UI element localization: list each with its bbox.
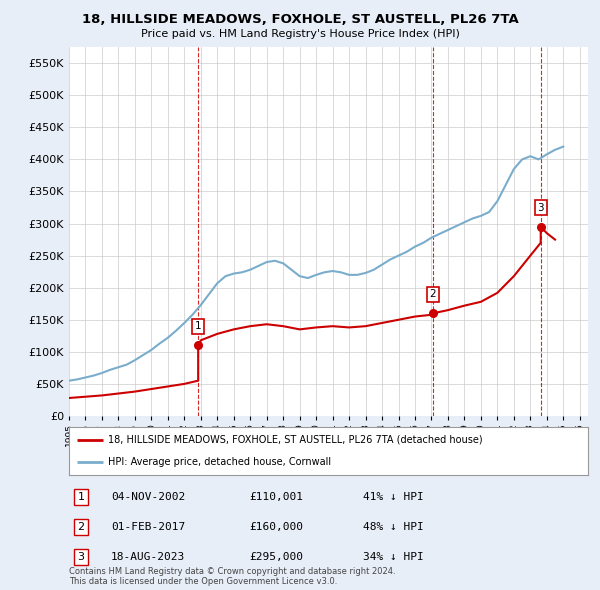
Text: 34% ↓ HPI: 34% ↓ HPI <box>363 552 424 562</box>
Text: £160,000: £160,000 <box>249 522 303 532</box>
Text: 18-AUG-2023: 18-AUG-2023 <box>111 552 185 562</box>
Text: 41% ↓ HPI: 41% ↓ HPI <box>363 492 424 502</box>
Text: 18, HILLSIDE MEADOWS, FOXHOLE, ST AUSTELL, PL26 7TA: 18, HILLSIDE MEADOWS, FOXHOLE, ST AUSTEL… <box>82 13 518 26</box>
Text: 3: 3 <box>77 552 85 562</box>
Text: 2: 2 <box>430 289 436 299</box>
Text: 48% ↓ HPI: 48% ↓ HPI <box>363 522 424 532</box>
Text: HPI: Average price, detached house, Cornwall: HPI: Average price, detached house, Corn… <box>108 457 331 467</box>
Text: 1: 1 <box>77 492 85 502</box>
Text: 3: 3 <box>538 202 544 212</box>
Text: 01-FEB-2017: 01-FEB-2017 <box>111 522 185 532</box>
Text: 2: 2 <box>77 522 85 532</box>
Text: Contains HM Land Registry data © Crown copyright and database right 2024.: Contains HM Land Registry data © Crown c… <box>69 567 395 576</box>
Text: £110,001: £110,001 <box>249 492 303 502</box>
Text: This data is licensed under the Open Government Licence v3.0.: This data is licensed under the Open Gov… <box>69 578 337 586</box>
Text: Price paid vs. HM Land Registry's House Price Index (HPI): Price paid vs. HM Land Registry's House … <box>140 29 460 39</box>
Text: 04-NOV-2002: 04-NOV-2002 <box>111 492 185 502</box>
Text: £295,000: £295,000 <box>249 552 303 562</box>
Text: 1: 1 <box>195 322 202 332</box>
Text: 18, HILLSIDE MEADOWS, FOXHOLE, ST AUSTELL, PL26 7TA (detached house): 18, HILLSIDE MEADOWS, FOXHOLE, ST AUSTEL… <box>108 435 482 445</box>
